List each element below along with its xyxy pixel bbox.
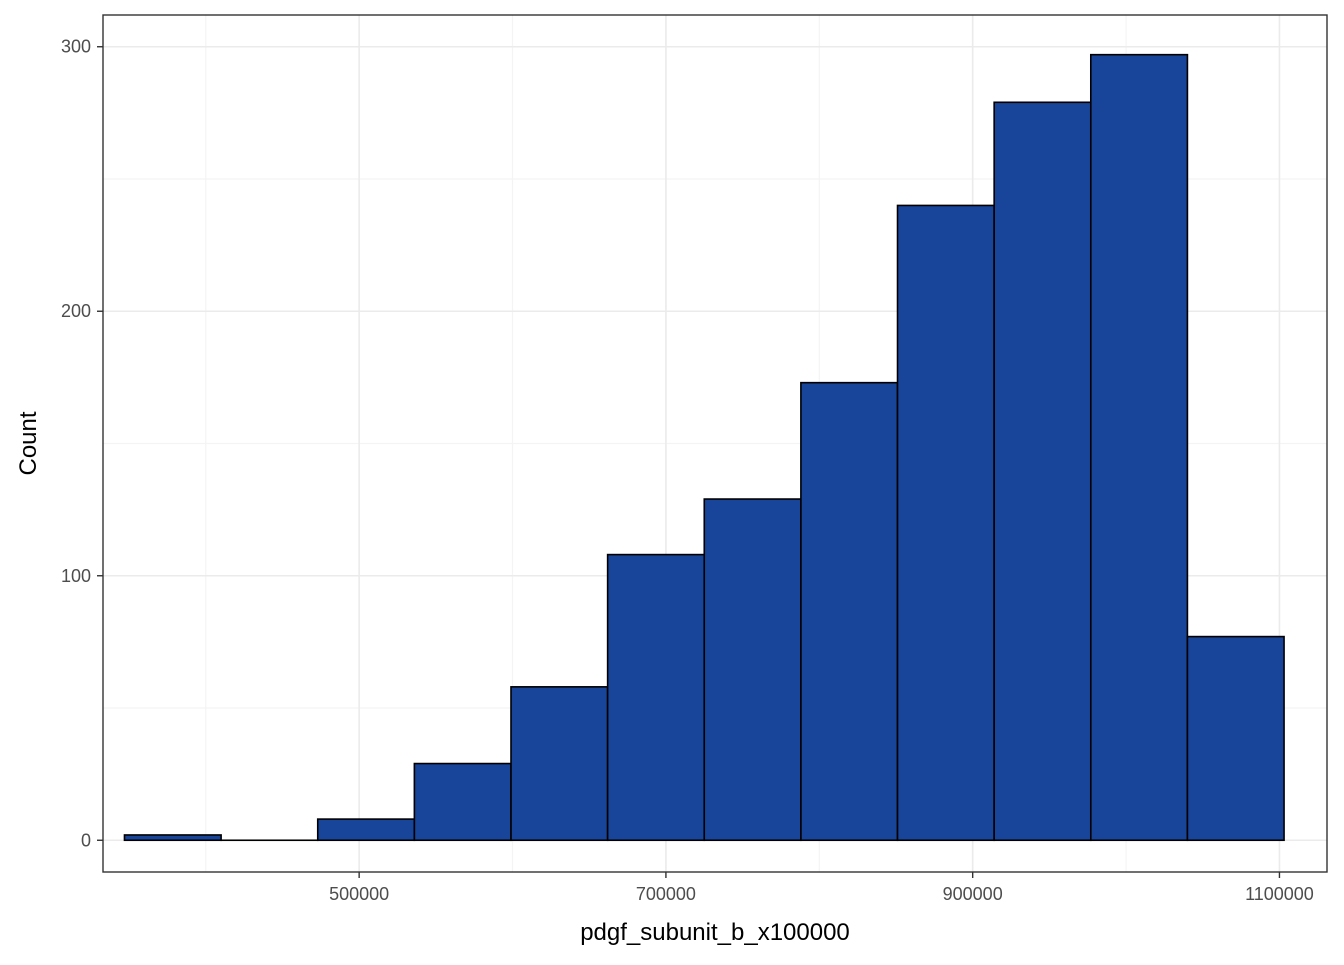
histogram-bar (1091, 55, 1188, 841)
histogram-bar (414, 764, 511, 841)
histogram-bar (898, 205, 995, 840)
histogram-bar (704, 499, 801, 840)
x-tick-label: 900000 (943, 884, 1003, 904)
y-tick-label: 300 (61, 37, 91, 57)
y-tick-label: 0 (81, 830, 91, 850)
histogram-bar (1187, 637, 1284, 841)
histogram-bar (801, 383, 898, 841)
y-axis-title: Count (15, 411, 42, 475)
y-tick-label: 100 (61, 566, 91, 586)
x-axis-title: pdgf_subunit_b_x100000 (580, 919, 850, 946)
histogram-bar (608, 555, 705, 841)
histogram-bar (994, 102, 1091, 840)
y-tick-label: 200 (61, 301, 91, 321)
x-tick-label: 500000 (329, 884, 389, 904)
x-tick-label: 1100000 (1245, 884, 1314, 904)
histogram-bar (511, 687, 608, 840)
x-tick-label: 700000 (636, 884, 696, 904)
histogram-bar (124, 835, 221, 840)
histogram-bar (318, 819, 415, 840)
